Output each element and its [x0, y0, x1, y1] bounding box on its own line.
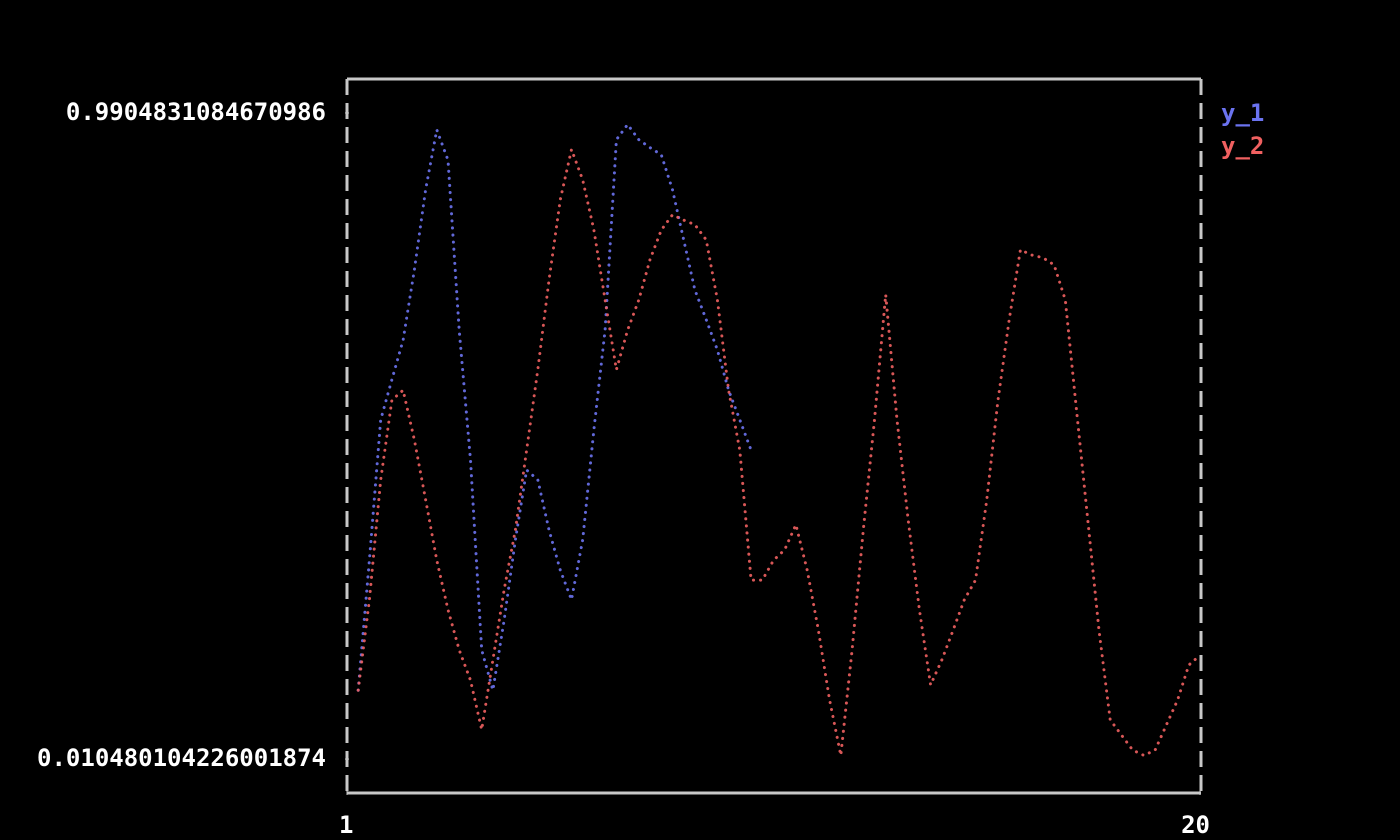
x-tick-label: 1 — [339, 811, 353, 839]
y-tick-label: 0.010480104226001874 — [37, 744, 326, 772]
series-line — [356, 144, 1202, 758]
x-tick-label: 20 — [1181, 811, 1210, 839]
y-tick-label: 0.9904831084670986 — [66, 98, 326, 126]
legend-label: y_2 — [1221, 132, 1264, 160]
legend-label: y_1 — [1221, 99, 1264, 127]
series-line — [356, 121, 753, 692]
